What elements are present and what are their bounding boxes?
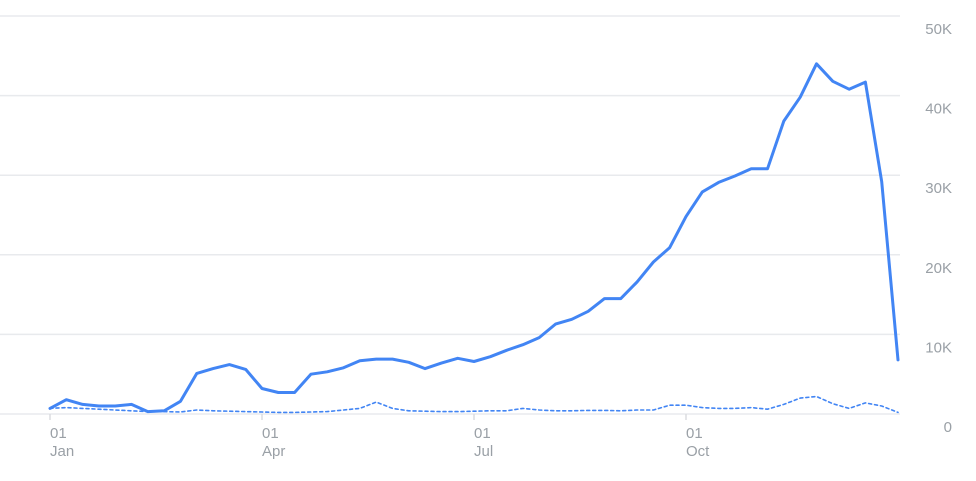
x-tick-month-label: Apr	[262, 443, 285, 460]
y-tick-label: 10K	[925, 339, 952, 356]
y-tick-label: 30K	[925, 180, 952, 197]
y-tick-label: 40K	[925, 101, 952, 118]
x-tick-day-label: 01	[686, 425, 703, 442]
x-tick-month-label: Jul	[474, 443, 493, 460]
x-tick-day-label: 01	[50, 425, 67, 442]
y-tick-label: 50K	[925, 21, 952, 38]
x-tick-day-label: 01	[262, 425, 279, 442]
x-tick-month-label: Oct	[686, 443, 710, 460]
dashed-series-line	[49, 395, 899, 414]
solid-series-line	[48, 62, 900, 414]
x-tick-day-label: 01	[474, 425, 491, 442]
x-tick-month-label: Jan	[50, 443, 74, 460]
gridlines	[0, 15, 900, 415]
y-tick-label: 20K	[925, 260, 952, 277]
y-axis: 0 10K 20K 30K 40K 50K	[925, 21, 952, 436]
series-lines	[48, 62, 900, 414]
y-tick-label: 0	[944, 419, 952, 436]
